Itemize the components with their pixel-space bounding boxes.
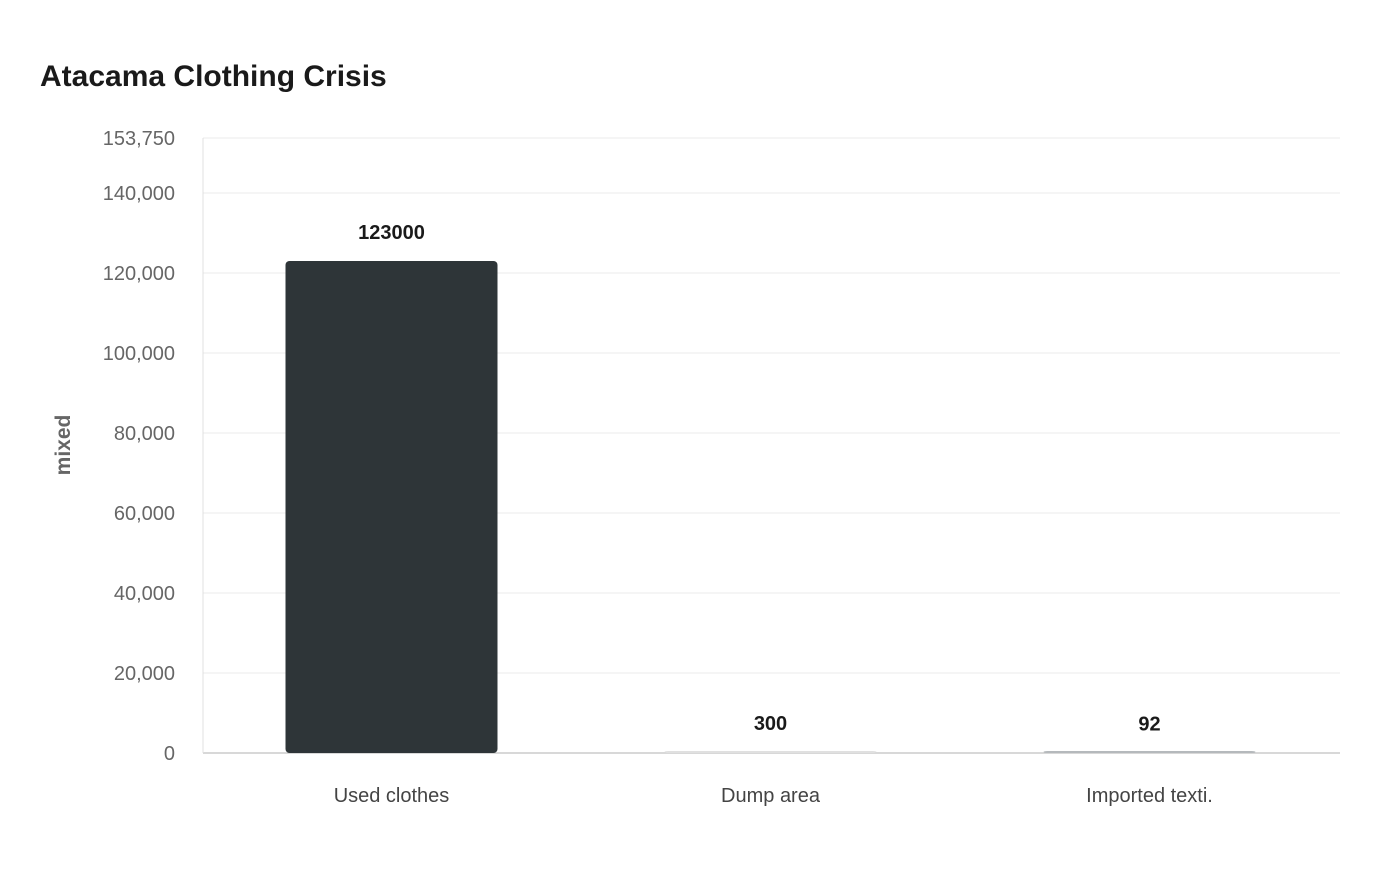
y-tick-label: 100,000 [103, 343, 175, 365]
x-tick-label: Used clothes [334, 785, 450, 807]
bar [285, 261, 498, 753]
y-axis-label: mixed [52, 415, 75, 476]
y-tick-label: 40,000 [114, 583, 175, 605]
data-label: 300 [754, 713, 787, 735]
bar [1043, 751, 1256, 753]
bar [664, 751, 877, 753]
x-tick-label: Dump area [721, 785, 821, 807]
y-tick-label: 0 [164, 743, 175, 765]
chart-title: Atacama Clothing Crisis [40, 60, 387, 93]
y-tick-label: 60,000 [114, 503, 175, 525]
x-tick-label: Imported texti. [1086, 785, 1213, 807]
data-label: 123000 [358, 222, 425, 244]
y-tick-label: 140,000 [103, 183, 175, 205]
y-tick-label: 153,750 [103, 128, 175, 150]
y-tick-label: 120,000 [103, 263, 175, 285]
y-tick-label: 20,000 [114, 663, 175, 685]
data-label: 92 [1138, 714, 1160, 736]
y-tick-label: 80,000 [114, 423, 175, 445]
